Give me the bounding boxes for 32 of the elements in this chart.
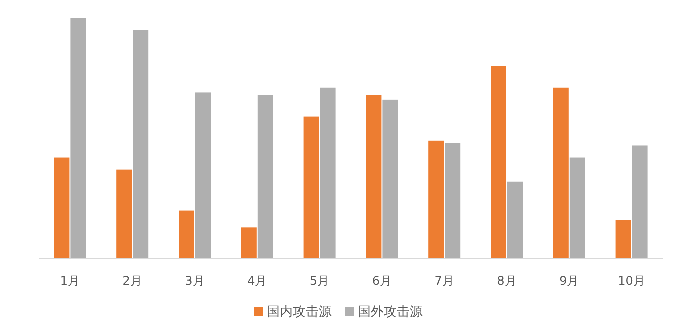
bar xyxy=(133,30,149,259)
bar xyxy=(366,95,382,259)
bar xyxy=(428,140,444,259)
bar xyxy=(616,220,632,259)
x-tick-label: 4月 xyxy=(248,274,268,288)
bar xyxy=(54,158,70,259)
bar xyxy=(491,66,506,259)
x-tick-label: 10月 xyxy=(618,274,646,288)
bar xyxy=(179,210,194,259)
legend-label: 国内攻击源 xyxy=(267,305,332,320)
bar xyxy=(258,95,274,259)
bar xyxy=(320,88,336,259)
x-tick-label: 2月 xyxy=(122,274,142,288)
x-tick-label: 6月 xyxy=(372,274,392,288)
bar xyxy=(70,18,86,259)
bar xyxy=(116,170,132,259)
bar xyxy=(445,143,461,259)
x-tick-label: 9月 xyxy=(560,274,580,288)
bar xyxy=(508,182,523,259)
bar xyxy=(304,116,320,259)
x-tick-label: 7月 xyxy=(434,274,454,288)
x-tick-label: 3月 xyxy=(185,274,205,288)
x-tick-label: 5月 xyxy=(310,274,330,288)
bar xyxy=(382,100,398,259)
bar xyxy=(570,158,586,259)
bar xyxy=(196,92,211,259)
x-tick-label: 8月 xyxy=(497,274,517,288)
bar xyxy=(553,88,569,259)
bar xyxy=(632,146,648,259)
bar xyxy=(241,228,257,259)
legend-label: 国外攻击源 xyxy=(358,305,423,320)
x-tick-label: 1月 xyxy=(60,274,80,288)
